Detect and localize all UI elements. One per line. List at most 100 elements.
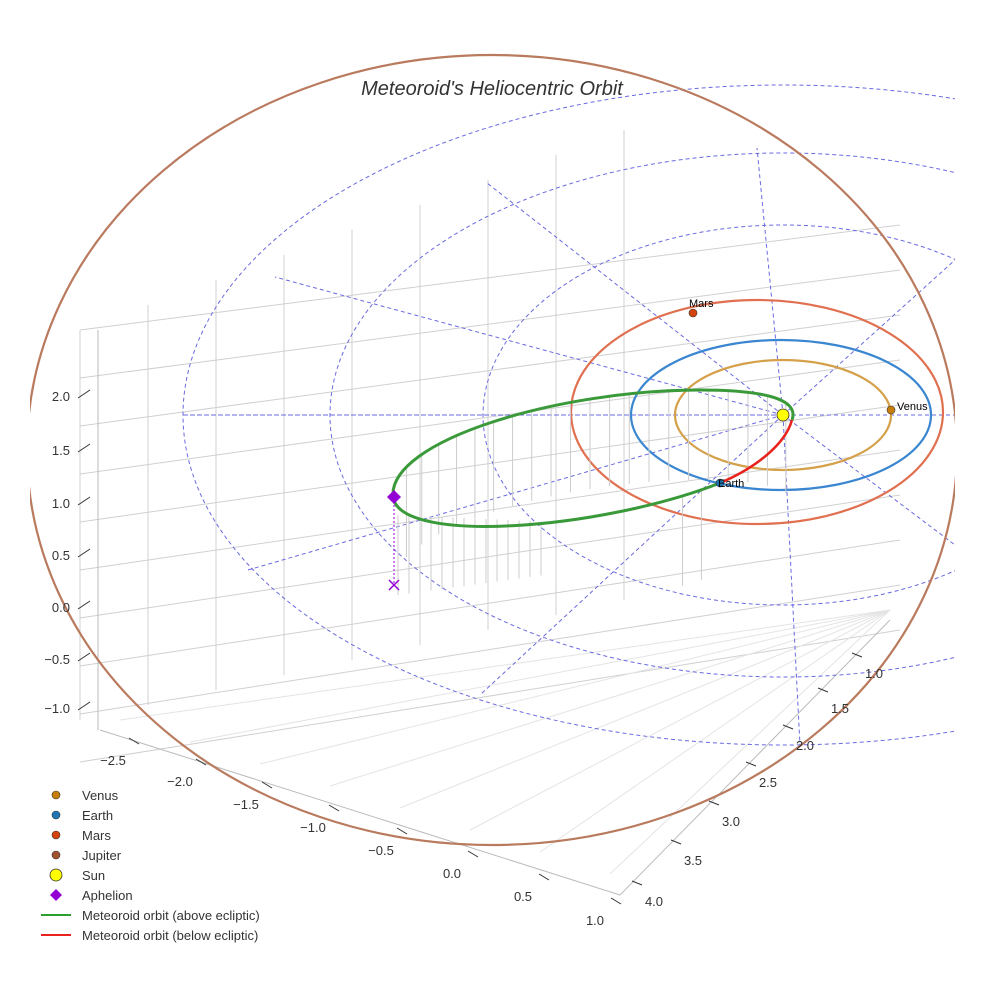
y-axis-line [619, 619, 891, 896]
grid-box [79, 130, 901, 896]
y-tick-label: 2.5 [759, 775, 777, 790]
z-tick-label: −0.5 [44, 652, 70, 667]
grid-radial [486, 182, 784, 416]
z-tick-label: 0.5 [52, 548, 70, 563]
legend-label: Jupiter [82, 848, 122, 863]
x-tick-mark [610, 897, 622, 905]
x-tick-mark [328, 804, 340, 812]
z-tick-label: 1.0 [52, 496, 70, 511]
label-venus: Venus [897, 401, 928, 413]
y-tick-mark [631, 880, 643, 886]
y-tick-mark [745, 761, 757, 767]
z-tick-mark [77, 443, 91, 453]
meteoroid-orbit-above [391, 388, 795, 528]
x-tick-mark [467, 850, 479, 858]
grid-line-floor [469, 609, 891, 831]
y-tick-mark [851, 652, 863, 658]
chart-title: Meteoroid's Heliocentric Orbit [361, 78, 624, 100]
x-tick-mark [128, 737, 140, 745]
y-tick-label: 1.5 [831, 701, 849, 716]
grid-line-floor [609, 609, 891, 875]
x-tick-mark [195, 758, 207, 766]
orbit-jupiter [30, 54, 955, 846]
label-earth: Earth [718, 478, 744, 490]
orbit-venus [673, 358, 893, 472]
grid-line-horizontal [79, 629, 901, 763]
grid-line-horizontal [79, 539, 901, 667]
orbit-mars [569, 298, 945, 526]
axis-ticks: 2.0 1.5 1.0 0.5 0.0 −0.5 −1.0 −2.5 −2.0 −1.5 −1.0 −… [44, 389, 883, 928]
drop-lines [393, 390, 787, 595]
meteoroid-path-helper [393, 390, 793, 526]
grid-line-floor [539, 609, 891, 853]
grid-radial [782, 259, 955, 416]
x-tick-label: 0.5 [514, 889, 532, 904]
x-tick-mark [396, 827, 408, 835]
aphelion-projection-marker [388, 579, 400, 591]
y-tick-mark [782, 724, 794, 730]
grid-radial [756, 147, 784, 416]
x-tick-label: −0.5 [368, 843, 394, 858]
grid-radial [782, 414, 801, 746]
z-tick-mark [77, 548, 91, 558]
z-tick-label: 2.0 [52, 389, 70, 404]
y-tick-mark [670, 839, 682, 845]
y-tick-label: 2.0 [796, 738, 814, 753]
legend-mars-icon [51, 830, 61, 840]
legend-label: Aphelion [82, 888, 133, 903]
grid-circle [482, 224, 955, 606]
grid-line-horizontal [79, 314, 901, 427]
grid-line-horizontal [79, 449, 901, 571]
x-tick-label: −1.5 [233, 797, 259, 812]
z-tick-mark [77, 652, 91, 662]
x-tick-label: 0.0 [443, 866, 461, 881]
x-tick-label: −2.5 [100, 753, 126, 768]
legend-label: Earth [82, 808, 113, 823]
x-axis-line [99, 729, 621, 896]
grid-line-horizontal [79, 404, 901, 523]
planet-orbits [30, 54, 955, 846]
meteoroid-orbit [391, 388, 795, 528]
x-tick-label: −2.0 [167, 774, 193, 789]
legend-aphelion-icon [50, 889, 62, 901]
z-tick-label: −1.0 [44, 701, 70, 716]
legend[interactable]: Venus Earth Mars Jupiter Sun Aphelion Meteoroi… [41, 788, 260, 943]
z-tick-label: 1.5 [52, 443, 70, 458]
grid-line-floor [399, 609, 891, 809]
y-tick-label: 1.0 [865, 666, 883, 681]
grid-line-floor [189, 609, 891, 743]
legend-label: Mars [82, 828, 111, 843]
grid-line-floor [329, 609, 891, 787]
grid-line-horizontal [79, 494, 901, 619]
planet-venus [886, 405, 896, 415]
y-tick-mark [708, 800, 720, 806]
x-tick-mark [538, 873, 550, 881]
z-tick-mark [77, 496, 91, 506]
legend-label: Sun [82, 868, 105, 883]
y-tick-label: 4.0 [645, 894, 663, 909]
grid-line-horizontal [79, 359, 901, 475]
z-tick-mark [77, 600, 91, 610]
grid-line-horizontal [79, 269, 901, 379]
x-tick-mark [261, 781, 273, 789]
legend-label: Meteoroid orbit (below ecliptic) [82, 928, 258, 943]
grid-radial [247, 414, 784, 571]
label-mars: Mars [689, 298, 714, 310]
y-tick-label: 3.0 [722, 814, 740, 829]
x-tick-label: −1.0 [300, 820, 326, 835]
y-tick-label: 3.5 [684, 853, 702, 868]
meteoroid-orbit-below [719, 419, 794, 485]
grid-radial [274, 276, 784, 416]
legend-venus-icon [51, 790, 61, 800]
legend-sun-icon [49, 868, 63, 882]
aphelion-marker [387, 490, 401, 504]
z-tick-mark [77, 389, 91, 399]
legend-jupiter-icon [51, 850, 61, 860]
legend-label: Meteoroid orbit (above ecliptic) [82, 908, 260, 923]
grid-line-floor [259, 609, 891, 765]
sun-marker [776, 408, 790, 422]
x-tick-label: 1.0 [586, 913, 604, 928]
planet-mars [688, 308, 698, 318]
